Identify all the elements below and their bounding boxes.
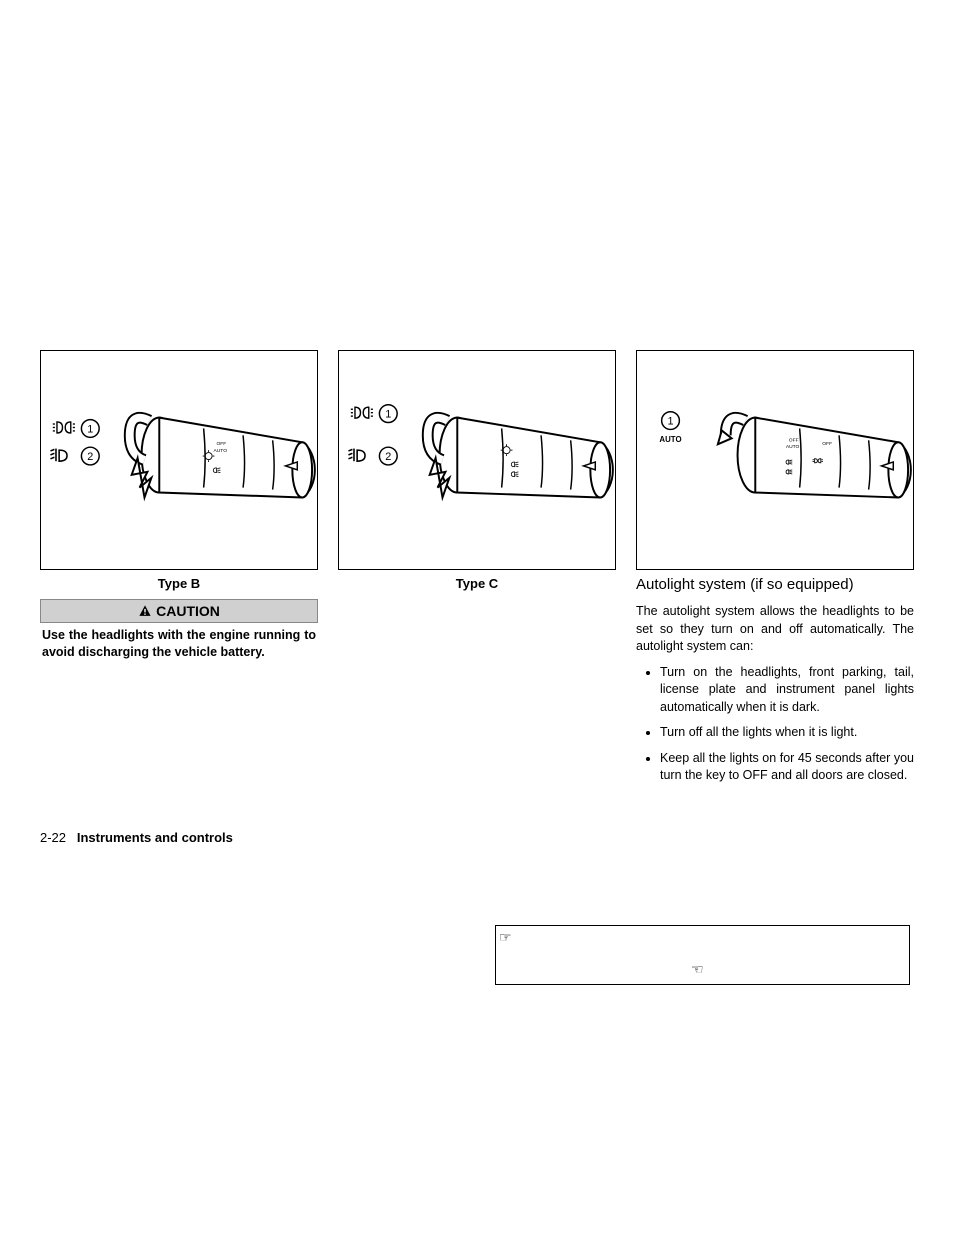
autolight-intro: The autolight system allows the headligh… [636, 603, 914, 656]
column-3: OFF AUTO OFF [636, 350, 914, 793]
callout-1: 1 [385, 409, 391, 421]
bullet-item: Turn on the headlights, front parking, t… [660, 664, 914, 717]
callout-2: 2 [87, 451, 93, 463]
svg-text:OFF: OFF [216, 441, 226, 447]
figure-label-c: Type C [338, 576, 616, 591]
hand-right-icon: ☞ [499, 929, 512, 946]
figure-autolight: OFF AUTO OFF [636, 350, 914, 570]
page-number: 2-22 [40, 830, 66, 845]
autolight-heading: Autolight system (if so equipped) [636, 576, 914, 593]
callout-auto-label: AUTO [659, 435, 681, 444]
autolight-bullets: Turn on the headlights, front parking, t… [636, 664, 914, 793]
caution-label: CAUTION [156, 603, 220, 619]
svg-text:OFF: OFF [822, 441, 832, 447]
warning-icon [138, 604, 152, 618]
bullet-item: Turn off all the lights when it is light… [660, 724, 914, 742]
svg-text:AUTO: AUTO [786, 444, 800, 450]
stalk-illustration-auto: OFF AUTO OFF [637, 351, 913, 569]
hand-left-icon: ☜ [691, 961, 704, 978]
figure-type-b: OFF AUTO [40, 350, 318, 570]
figure-label-b: Type B [40, 576, 318, 591]
svg-text:AUTO: AUTO [213, 448, 227, 454]
caution-header: CAUTION [40, 599, 318, 623]
column-layout: OFF AUTO [40, 350, 914, 793]
svg-text:OFF: OFF [789, 437, 799, 443]
callout-1: 1 [87, 423, 93, 435]
page-content: OFF AUTO [40, 350, 914, 793]
crop-mark-frame: ☞ ☜ [495, 925, 910, 985]
callout-2: 2 [385, 451, 391, 463]
column-1: OFF AUTO [40, 350, 318, 793]
column-2: 1 2 Type C [338, 350, 616, 793]
stalk-illustration-b: OFF AUTO [41, 351, 317, 569]
footer-section: Instruments and controls [77, 830, 233, 845]
page-footer: 2-22 Instruments and controls [40, 830, 233, 845]
figure-type-c: 1 2 [338, 350, 616, 570]
bullet-item: Keep all the lights on for 45 seconds af… [660, 750, 914, 785]
callout-1: 1 [667, 416, 673, 428]
stalk-illustration-c: 1 2 [339, 351, 615, 569]
caution-body: Use the headlights with the engine runni… [40, 623, 318, 665]
